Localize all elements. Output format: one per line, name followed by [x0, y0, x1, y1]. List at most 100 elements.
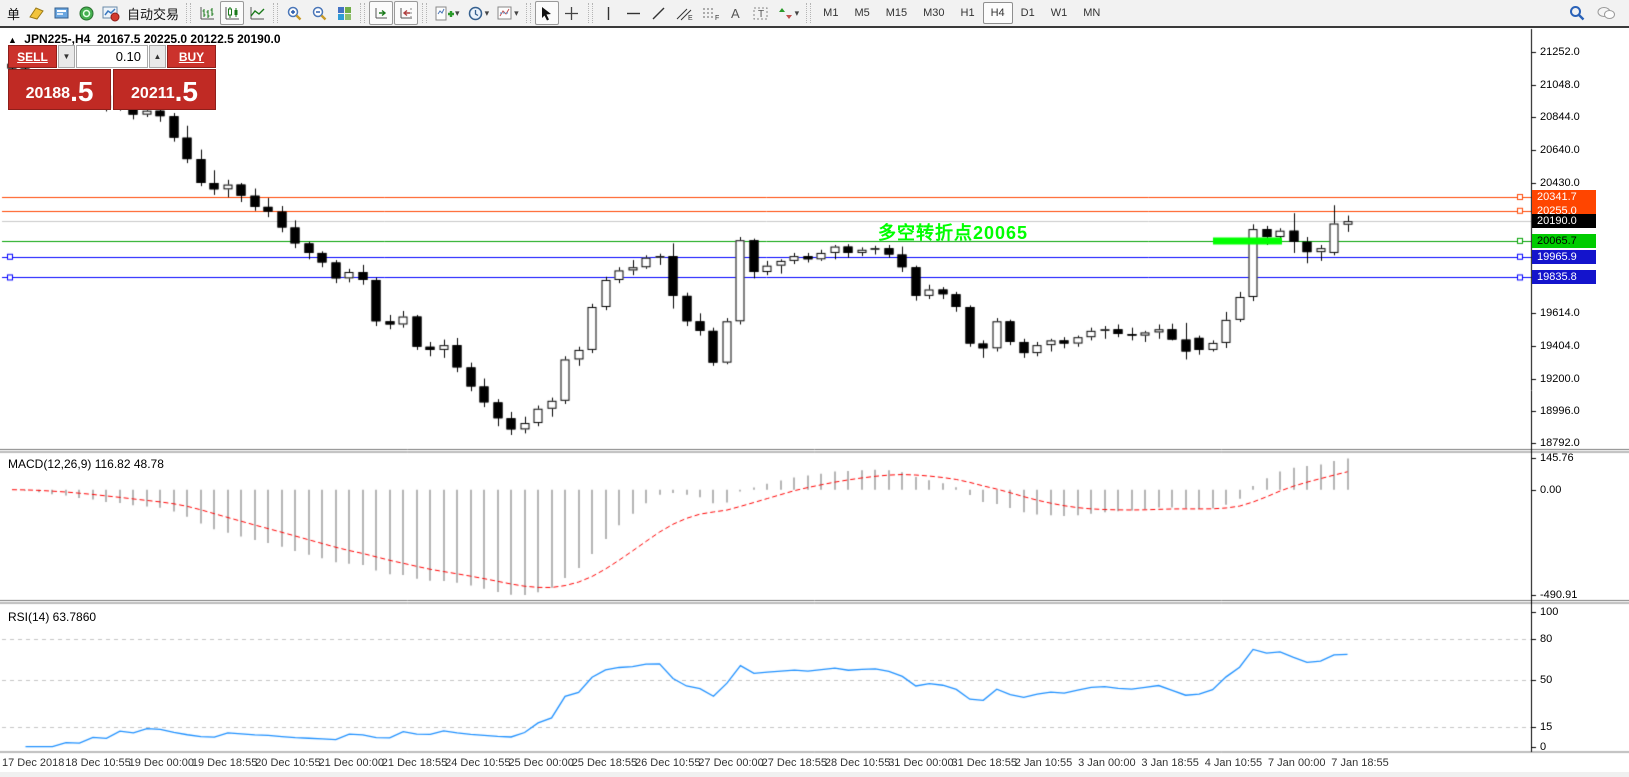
crosshair-icon[interactable] [560, 1, 584, 25]
volume-down-button[interactable]: ▼ [58, 45, 75, 68]
timeframe-M1[interactable]: M1 [815, 2, 846, 24]
chevron-down-icon: ▾ [484, 7, 490, 18]
timeframe-M5[interactable]: M5 [846, 2, 877, 24]
timeframe-H1[interactable]: H1 [953, 2, 983, 24]
toolbar: 单 自动交易 ▾ ▾ ▾ E F A T ▾ M1 M5 M15 M30 H1 H4 D1 W [0, 0, 1629, 28]
line-chart-icon[interactable] [245, 1, 269, 25]
price-tick-label: 18996.0 [1540, 404, 1580, 417]
price-tick-label: 21048.0 [1540, 78, 1580, 91]
time-axis-label: 18 Dec 10:55 [65, 757, 131, 769]
indicators-icon[interactable]: ▾ [431, 1, 463, 25]
timeframe-D1[interactable]: D1 [1013, 2, 1043, 24]
chat-icon[interactable] [1593, 1, 1619, 25]
price-level-badge: 20190.0 [1532, 214, 1596, 229]
price-level-badge: 19835.8 [1532, 270, 1596, 285]
buy-price-frac: .5 [174, 76, 198, 107]
svg-text:T: T [758, 9, 764, 20]
svg-text:A: A [731, 6, 740, 21]
time-axis-label: 3 Jan 18:55 [1141, 757, 1199, 769]
text-icon[interactable]: A [724, 1, 748, 25]
price-tick-label: 20640.0 [1540, 143, 1580, 156]
svg-text:E: E [688, 15, 693, 22]
channel-icon[interactable]: E [672, 1, 697, 25]
volume-input[interactable]: 0.10 [76, 45, 148, 68]
symbol-period-label: JPN225-,H4 [24, 32, 91, 46]
price-tick-label: 19404.0 [1540, 340, 1580, 353]
time-axis-label: 7 Jan 00:00 [1268, 757, 1326, 769]
time-axis-label: 19 Dec 18:55 [191, 757, 258, 769]
time-axis-label: 2 Jan 10:55 [1014, 757, 1073, 769]
macd-axis-label: 0.00 [1540, 483, 1562, 496]
timeframe-M15[interactable]: M15 [878, 2, 915, 24]
timeframe-MN[interactable]: MN [1075, 2, 1108, 24]
templates-icon[interactable]: ▾ [493, 1, 522, 25]
price-level-badge: 19965.9 [1532, 249, 1596, 264]
cursor-icon[interactable] [534, 1, 559, 25]
window-bottom-edge [0, 772, 1629, 777]
autotrade-label[interactable]: 自动交易 [127, 6, 180, 22]
price-tick-label: 18792.0 [1540, 437, 1580, 450]
volume-up-button[interactable]: ▲ [149, 45, 166, 68]
sell-price-panel[interactable]: 20188 .5 [8, 69, 111, 110]
rsi-axis-label: 50 [1540, 673, 1553, 686]
buy-button[interactable]: BUY [167, 45, 216, 68]
buy-price-panel[interactable]: 20211 .5 [113, 69, 216, 110]
navigator-icon[interactable] [74, 1, 98, 25]
one-click-trading-panel: SELL ▼ 0.10 ▲ BUY 20188 .5 20211 .5 [8, 45, 216, 110]
chart-shift-icon[interactable] [394, 1, 419, 25]
rsi-axis-label: 15 [1540, 720, 1553, 733]
sell-button[interactable]: SELL [8, 45, 57, 68]
zoom-out-icon[interactable] [307, 1, 331, 25]
chevron-down-icon: ▾ [794, 7, 800, 18]
time-axis-label: 21 Dec 00:00 [318, 757, 384, 769]
time-axis-label: 31 Dec 18:55 [951, 757, 1017, 769]
expand-arrow-icon[interactable]: ▲ [8, 35, 17, 45]
price-tick-label: 20430.0 [1540, 176, 1580, 189]
terminal-icon[interactable] [49, 1, 73, 25]
arrows-icon[interactable]: ▾ [774, 1, 803, 25]
time-axis-label: 25 Dec 18:55 [571, 757, 638, 769]
time-axis-label: 7 Jan 18:55 [1331, 757, 1389, 769]
trendline-icon[interactable] [647, 1, 671, 25]
ohlc-values: 20167.5 20225.0 20122.5 20190.0 [96, 32, 281, 46]
rsi-axis-label: 80 [1540, 633, 1553, 646]
timeframe-H4[interactable]: H4 [982, 2, 1013, 24]
time-axis-label: 25 Dec 00:00 [508, 757, 574, 769]
time-axis-label: 21 Dec 18:55 [381, 757, 448, 769]
bar-chart-icon[interactable] [195, 1, 219, 25]
time-axis-label: 20 Dec 10:55 [255, 757, 321, 769]
time-axis-label: 19 Dec 00:00 [128, 757, 195, 769]
zoom-in-icon[interactable] [282, 1, 306, 25]
timeframe-W1[interactable]: W1 [1043, 2, 1076, 24]
fibonacci-icon[interactable]: F [698, 1, 723, 25]
orders-menu-label[interactable]: 单 [7, 6, 21, 22]
toolbar-separator [360, 3, 366, 23]
candlestick-icon[interactable] [220, 1, 245, 25]
time-axis-label: 4 Jan 10:55 [1204, 757, 1263, 769]
macd-axis-label: 145.76 [1540, 452, 1574, 465]
horizontal-line-icon[interactable] [622, 1, 646, 25]
time-axis-label: 3 Jan 00:00 [1078, 757, 1136, 769]
time-axis-label: 24 Dec 10:55 [445, 757, 511, 769]
chart-annotation-text[interactable]: 多空转折点20065 [878, 223, 1029, 243]
timeframe-M30[interactable]: M30 [915, 2, 952, 24]
auto-scroll-icon[interactable] [369, 1, 394, 25]
chevron-down-icon: ▾ [455, 7, 460, 18]
macd-pane-label: MACD(12,26,9) 116.82 48.78 [8, 457, 164, 471]
chevron-down-icon: ▾ [514, 7, 519, 18]
buy-price-main: 20211 [131, 85, 175, 102]
tile-windows-icon[interactable] [332, 1, 356, 25]
autotrade-icon[interactable] [99, 1, 123, 25]
periods-icon[interactable]: ▾ [464, 1, 493, 25]
sell-price-frac: .5 [70, 76, 94, 107]
time-axis-label: 28 Dec 10:55 [824, 757, 891, 769]
label-icon[interactable]: T [749, 1, 773, 25]
rsi-axis-label: 100 [1540, 606, 1559, 619]
toolbar-separator [806, 3, 812, 23]
toolbar-separator [186, 3, 192, 23]
new-order-icon[interactable] [24, 1, 48, 25]
rsi-pane-label: RSI(14) 63.7860 [8, 610, 97, 624]
vertical-line-icon[interactable] [597, 1, 621, 25]
search-icon[interactable] [1565, 1, 1589, 25]
